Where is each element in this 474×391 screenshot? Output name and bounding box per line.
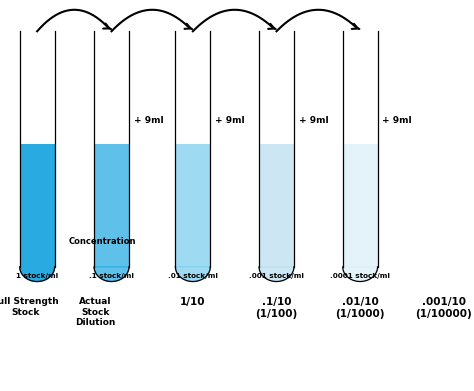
Text: 1 stock/ml: 1 stock/ml — [16, 273, 58, 280]
Polygon shape — [343, 267, 378, 282]
Text: .1/10
(1/100): .1/10 (1/100) — [255, 297, 298, 319]
Text: .0001 stock/ml: .0001 stock/ml — [330, 273, 390, 280]
Text: .01 stock/ml: .01 stock/ml — [168, 273, 218, 280]
Polygon shape — [175, 267, 210, 282]
Text: Full Strength
Stock: Full Strength Stock — [0, 297, 59, 317]
Text: .01/10
(1/1000): .01/10 (1/1000) — [336, 297, 385, 319]
Bar — [175, 31, 210, 267]
Polygon shape — [20, 267, 55, 282]
Bar — [94, 31, 129, 267]
Polygon shape — [175, 267, 210, 282]
Text: .001 stock/ml: .001 stock/ml — [249, 273, 304, 280]
Text: + 9ml: + 9ml — [134, 116, 163, 125]
Polygon shape — [259, 267, 294, 282]
Text: Concentration: Concentration — [68, 237, 136, 246]
Bar — [259, 31, 294, 267]
Bar — [343, 144, 378, 267]
Polygon shape — [259, 267, 294, 282]
Bar — [20, 31, 55, 267]
Text: + 9ml: + 9ml — [299, 116, 328, 125]
Bar — [175, 144, 210, 267]
Text: .1 stock/ml: .1 stock/ml — [89, 273, 134, 280]
Text: 1/10: 1/10 — [180, 297, 206, 307]
Polygon shape — [94, 267, 129, 282]
Polygon shape — [94, 267, 129, 282]
Text: + 9ml: + 9ml — [382, 116, 412, 125]
Text: .001/10
(1/10000): .001/10 (1/10000) — [415, 297, 472, 319]
Bar — [94, 144, 129, 267]
Bar — [343, 31, 378, 267]
Polygon shape — [20, 267, 55, 282]
Text: Actual
Stock
Dilution: Actual Stock Dilution — [75, 297, 116, 327]
Bar — [259, 144, 294, 267]
Text: + 9ml: + 9ml — [215, 116, 245, 125]
Bar — [20, 144, 55, 267]
Polygon shape — [343, 267, 378, 282]
